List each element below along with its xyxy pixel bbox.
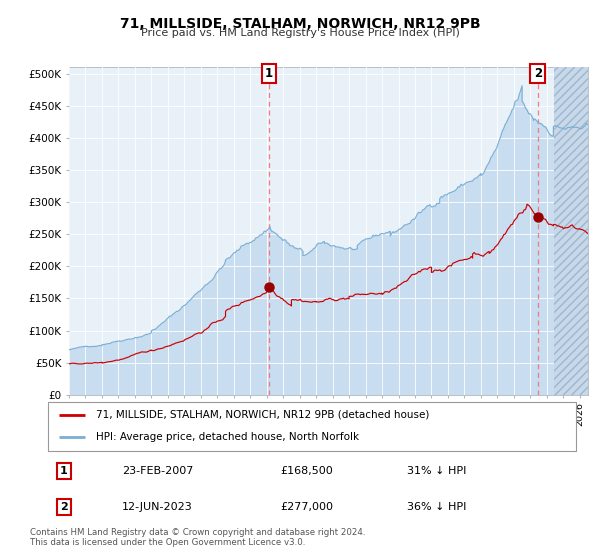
Text: 1: 1 xyxy=(60,466,68,475)
Text: HPI: Average price, detached house, North Norfolk: HPI: Average price, detached house, Nort… xyxy=(95,432,359,442)
Text: 2: 2 xyxy=(533,67,542,80)
Polygon shape xyxy=(554,67,588,395)
Text: 12-JUN-2023: 12-JUN-2023 xyxy=(122,502,193,512)
FancyBboxPatch shape xyxy=(48,402,576,451)
Text: 31% ↓ HPI: 31% ↓ HPI xyxy=(407,466,466,475)
Text: 23-FEB-2007: 23-FEB-2007 xyxy=(122,466,193,475)
Text: Price paid vs. HM Land Registry's House Price Index (HPI): Price paid vs. HM Land Registry's House … xyxy=(140,28,460,38)
Text: 36% ↓ HPI: 36% ↓ HPI xyxy=(407,502,466,512)
Text: £277,000: £277,000 xyxy=(280,502,334,512)
Text: £168,500: £168,500 xyxy=(280,466,333,475)
Text: Contains HM Land Registry data © Crown copyright and database right 2024.
This d: Contains HM Land Registry data © Crown c… xyxy=(30,528,365,547)
Text: 2: 2 xyxy=(60,502,68,512)
Text: 71, MILLSIDE, STALHAM, NORWICH, NR12 9PB: 71, MILLSIDE, STALHAM, NORWICH, NR12 9PB xyxy=(119,17,481,31)
Text: 1: 1 xyxy=(265,67,273,80)
Text: 71, MILLSIDE, STALHAM, NORWICH, NR12 9PB (detached house): 71, MILLSIDE, STALHAM, NORWICH, NR12 9PB… xyxy=(95,410,429,420)
